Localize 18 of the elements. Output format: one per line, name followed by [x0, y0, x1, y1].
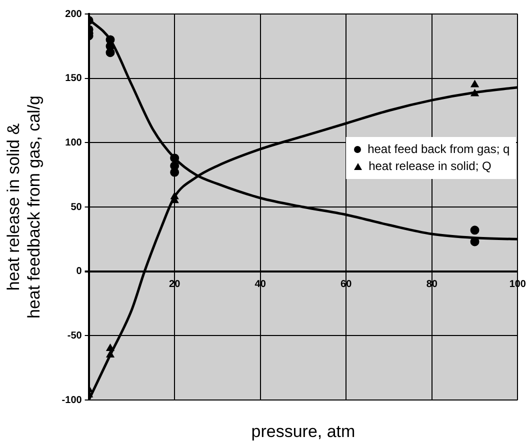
y-tick-label: -100	[62, 394, 82, 406]
point	[106, 48, 115, 58]
legend-label: heat release in solid; Q	[368, 159, 492, 173]
point	[170, 154, 180, 163]
y-tick-label: 150	[65, 73, 82, 84]
point	[470, 89, 479, 96]
point	[106, 350, 114, 358]
point	[470, 226, 480, 235]
x-axis-title: pressure, atm	[251, 422, 356, 442]
y-tick-label: 100	[65, 137, 82, 148]
legend-label: heat feed back from gas; q	[368, 142, 510, 156]
point	[470, 80, 479, 88]
y-tick-label: 50	[70, 202, 82, 213]
y-tick-label: -50	[67, 330, 82, 342]
y-axis-title: heat release in solid & heat feedback from gas, cal/g	[4, 95, 44, 319]
y-tick-label: 200	[65, 8, 82, 20]
y-tick-label: 0	[76, 266, 82, 278]
point	[106, 344, 114, 352]
